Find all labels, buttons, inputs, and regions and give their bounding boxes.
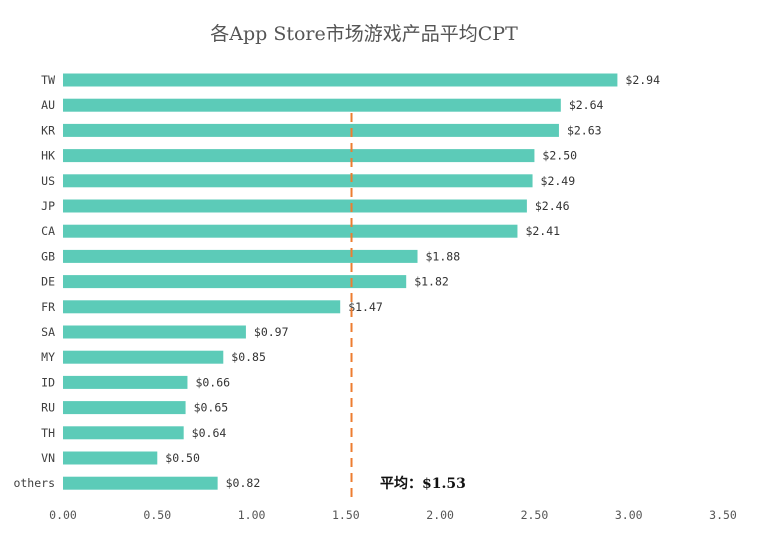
- category-label: others: [13, 476, 55, 490]
- category-label: RU: [41, 401, 55, 415]
- bar-kr: [63, 123, 559, 137]
- x-tick-label: 0.00: [49, 508, 77, 522]
- bar-th: [63, 426, 184, 440]
- bar-jp: [63, 199, 527, 213]
- category-label: KR: [41, 123, 55, 137]
- value-label: $2.41: [525, 224, 560, 238]
- x-tick-label: 3.00: [615, 508, 643, 522]
- value-label: $0.64: [192, 426, 227, 440]
- value-label: $0.82: [226, 476, 261, 490]
- category-label: ID: [41, 375, 55, 389]
- x-tick-label: 0.50: [143, 508, 171, 522]
- category-label: GB: [41, 249, 55, 263]
- bar-us: [63, 174, 533, 188]
- chart-title: 各App Store市场游戏产品平均CPT: [210, 23, 518, 45]
- bar-au: [63, 98, 561, 112]
- value-label: $1.47: [348, 300, 383, 314]
- category-label: MY: [41, 350, 55, 364]
- x-tick-label: 2.50: [521, 508, 549, 522]
- category-label: FR: [41, 300, 55, 314]
- category-label: JP: [41, 199, 55, 213]
- value-label: $2.64: [569, 98, 604, 112]
- x-axis-ticks: 0.00 0.50 1.00 1.50 2.00 2.50 3.00 3.50: [49, 508, 737, 522]
- bar-my: [63, 350, 224, 364]
- category-label: DE: [41, 275, 55, 289]
- category-label: US: [41, 174, 55, 188]
- labels-layer: TW $2.94 AU $2.64 KR $2.63 HK $2.50 US $2.49 JP $2.…: [13, 73, 660, 490]
- value-label: $1.82: [414, 275, 449, 289]
- value-label: $1.88: [426, 249, 461, 263]
- bar-vn: [63, 451, 158, 465]
- bar-gb: [63, 249, 418, 263]
- average-label: 平均：$1.53: [380, 475, 466, 492]
- value-label: $0.65: [194, 401, 229, 415]
- bar-others: [63, 476, 218, 490]
- value-label: $0.97: [254, 325, 289, 339]
- x-tick-label: 1.50: [332, 508, 360, 522]
- value-label: $0.85: [231, 350, 266, 364]
- bar-ru: [63, 401, 186, 415]
- value-label: $2.94: [625, 73, 660, 87]
- category-label: TH: [41, 426, 55, 440]
- x-tick-label: 2.00: [426, 508, 454, 522]
- bar-sa: [63, 325, 246, 339]
- bar-de: [63, 275, 407, 289]
- category-label: SA: [41, 325, 55, 339]
- bars-layer: [63, 73, 618, 490]
- bar-id: [63, 375, 188, 389]
- x-tick-label: 1.00: [238, 508, 266, 522]
- category-label: VN: [41, 451, 55, 465]
- value-label: $2.50: [542, 149, 577, 163]
- value-label: $2.46: [535, 199, 570, 213]
- bar-fr: [63, 300, 341, 314]
- category-label: TW: [41, 73, 55, 87]
- value-label: $2.63: [567, 123, 602, 137]
- bar-ca: [63, 224, 518, 238]
- category-label: AU: [41, 98, 55, 112]
- value-label: $0.50: [165, 451, 200, 465]
- value-label: $0.66: [195, 375, 230, 389]
- category-label: CA: [41, 224, 55, 238]
- category-label: HK: [41, 149, 55, 163]
- value-label: $2.49: [541, 174, 576, 188]
- bar-tw: [63, 73, 618, 87]
- bar-hk: [63, 149, 535, 163]
- x-tick-label: 3.50: [709, 508, 737, 522]
